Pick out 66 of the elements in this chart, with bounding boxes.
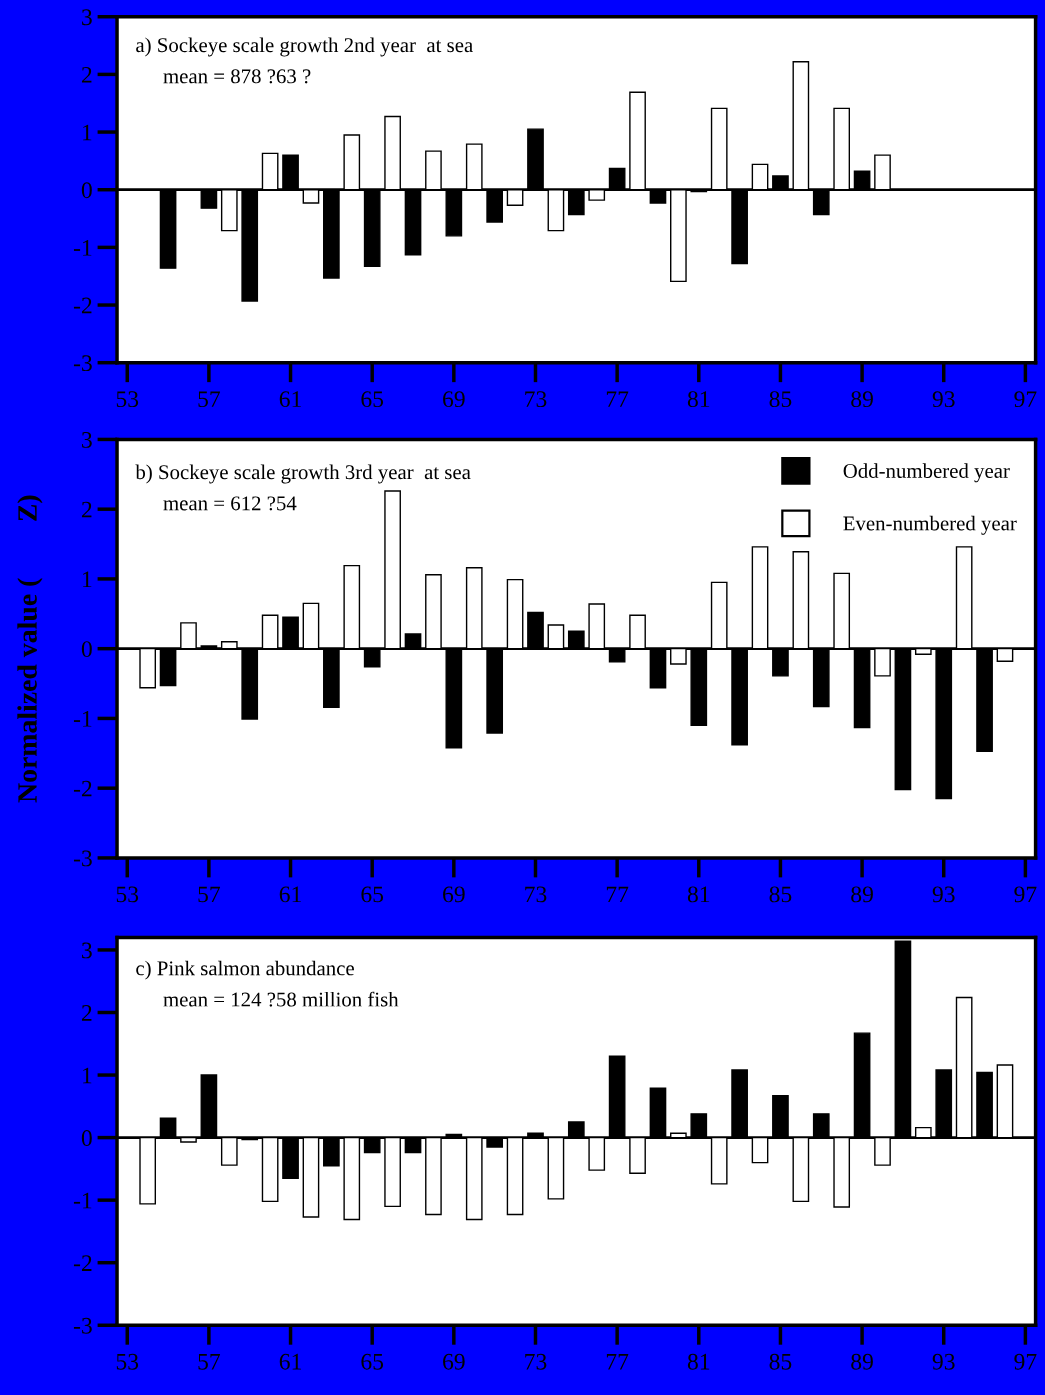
- x-tick-label: 89: [851, 391, 873, 408]
- x-tick-label: 73: [525, 391, 547, 408]
- y-axis-title: Normalized value ( Z): [17, 495, 43, 803]
- y-tick-label: 0: [81, 641, 92, 658]
- x-tick-label: 73: [525, 886, 547, 903]
- x-tick-label: 53: [116, 391, 139, 408]
- x-tick-label: 97: [1014, 1353, 1037, 1370]
- y-tick-label: -3: [73, 1317, 92, 1334]
- x-tick-label: 57: [198, 1353, 221, 1370]
- y-tick-label: 1: [83, 571, 92, 588]
- x-tick-label: 61: [279, 391, 301, 408]
- x-tick-label: 77: [606, 886, 629, 903]
- y-tick-label: 3: [82, 9, 92, 26]
- annotation: mean = 878 ?63 ?: [163, 69, 311, 84]
- y-tick-label: 0: [81, 1130, 92, 1147]
- y-tick-label: 2: [81, 1005, 92, 1021]
- text: a) Sockeye scale growth 2nd year at sea: [136, 37, 473, 57]
- y-tick-label: 2: [81, 66, 92, 83]
- x-tick-label: 69: [443, 391, 465, 408]
- x-tick-label: 69: [443, 886, 465, 903]
- x-tick-label: 57: [198, 391, 221, 408]
- text: c) Pink salmon abundance: [136, 960, 354, 980]
- x-tick-label: 89: [851, 1353, 873, 1370]
- x-tick-label: 93: [932, 391, 955, 408]
- x-tick-label: 85: [769, 886, 792, 903]
- x-tick-label: 65: [361, 1353, 384, 1370]
- y-tick-label: -3: [73, 850, 92, 867]
- x-tick-label: 73: [525, 1353, 547, 1370]
- x-tick-label: 85: [769, 1353, 792, 1370]
- y-tick-label: -2: [73, 780, 92, 797]
- legend-label: Odd-numbered year: [843, 463, 1010, 483]
- x-tick-label: 61: [279, 1353, 301, 1370]
- legend-label: Even-numbered year: [843, 515, 1017, 535]
- x-tick-label: 53: [116, 886, 139, 903]
- y-tick-label: -1: [73, 1192, 92, 1209]
- x-tick-label: 77: [606, 391, 629, 407]
- x-tick-label: 89: [851, 886, 873, 903]
- x-tick-label: 57: [198, 886, 221, 903]
- y-tick-label: -2: [73, 297, 92, 314]
- y-tick-label: -2: [73, 1255, 92, 1271]
- y-tick-label: -3: [73, 355, 92, 372]
- x-tick-label: 61: [279, 886, 301, 903]
- y-tick-label: 3: [82, 431, 92, 448]
- y-tick-label: -1: [73, 239, 92, 256]
- x-tick-label: 65: [361, 886, 384, 903]
- annotation: mean = 124 ?58 million fish: [163, 991, 399, 1007]
- annotation: mean = 612 ?54: [163, 496, 297, 511]
- x-tick-label: 81: [687, 1353, 710, 1370]
- x-tick-label: 85: [769, 391, 792, 408]
- y-tick-label: 1: [83, 1067, 92, 1084]
- y-tick-label: 2: [81, 501, 92, 518]
- y-tick-label: 3: [82, 942, 92, 959]
- x-tick-label: 97: [1014, 391, 1037, 408]
- x-tick-label: 77: [606, 1353, 629, 1370]
- x-tick-label: 81: [687, 886, 710, 903]
- y-tick-label: 0: [81, 182, 92, 199]
- x-tick-label: 97: [1014, 886, 1037, 903]
- x-tick-label: 69: [443, 1353, 465, 1370]
- x-tick-label: 93: [932, 886, 955, 903]
- x-tick-label: 81: [687, 391, 710, 408]
- x-tick-label: 53: [116, 1353, 139, 1370]
- x-tick-label: 93: [932, 1353, 955, 1370]
- x-tick-label: 65: [361, 391, 384, 408]
- y-tick-label: -1: [73, 711, 92, 727]
- y-tick-label: 1: [83, 124, 92, 141]
- text: b) Sockeye scale growth 3rd year at sea: [135, 464, 471, 484]
